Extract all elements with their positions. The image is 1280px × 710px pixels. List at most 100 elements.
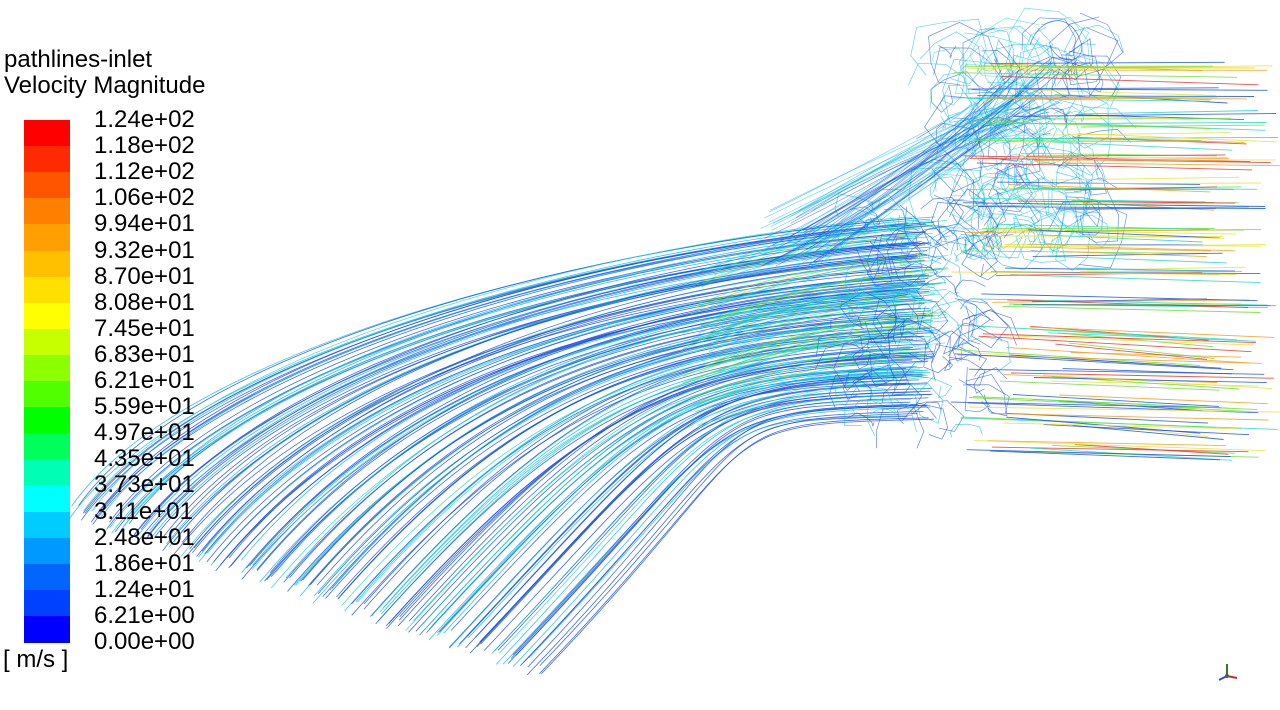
swirl-pathline: [1055, 151, 1094, 193]
swirl-pathline: [916, 307, 961, 352]
swirl-pathline: [961, 233, 998, 278]
colorbar-segment: [24, 615, 70, 643]
swirl-pathline: [1073, 214, 1110, 249]
outlet-pathline: [978, 335, 1252, 353]
outlet-pathline: [1033, 377, 1267, 384]
swirl-pathline: [869, 280, 916, 329]
swirl-pathline: [963, 252, 998, 281]
colorbar-tick-label: 8.08e+01: [94, 288, 195, 316]
swirl-pathline: [1063, 24, 1125, 67]
swirl-pathline: [930, 344, 988, 382]
outlet-pathline: [974, 118, 1231, 120]
outlet-pathline: [1055, 343, 1208, 360]
outlet-pathline: [956, 324, 1238, 341]
inlet-pathline: [527, 404, 908, 668]
inlet-pathline: [78, 218, 913, 506]
outlet-pathline: [991, 446, 1249, 453]
axis-triad-icon[interactable]: [1213, 660, 1241, 688]
colorbar-segment: [24, 537, 70, 565]
inlet-pathline: [285, 298, 916, 579]
swirl-pathline: [847, 412, 875, 427]
throat-pathline: [715, 342, 946, 394]
inlet-pathline: [437, 366, 917, 634]
inlet-pathline: [526, 413, 918, 676]
outlet-pathline: [950, 401, 1221, 409]
swirl-pathline: [900, 316, 949, 348]
swirl-pathline: [1047, 201, 1128, 269]
inlet-pathline: [185, 255, 918, 558]
swirl-pathline: [844, 256, 884, 294]
colorbar-tick-label: 5.59e+01: [94, 393, 195, 421]
outlet-pathline: [1074, 444, 1229, 455]
swirl-pathline: [908, 62, 966, 106]
outlet-pathline: [1064, 186, 1218, 191]
colorbar-tick-label: 0.00e+00: [94, 628, 195, 655]
colorbar-segment: [24, 433, 70, 460]
swirl-pathline: [988, 163, 1033, 213]
colorbar-segment: [24, 381, 70, 408]
inlet-pathline: [386, 352, 919, 629]
outlet-pathline: [1034, 157, 1230, 161]
swirl-pathline: [1065, 27, 1119, 86]
throat-pathline: [688, 300, 920, 352]
envelope-pathline: [796, 95, 1038, 258]
swirl-pathline: [930, 236, 989, 278]
outlet-pathline: [990, 412, 1269, 421]
outlet-pathline: [974, 140, 1207, 142]
colorbar-tick-label: 1.06e+02: [94, 184, 195, 212]
swirl-pathline: [887, 318, 941, 364]
inlet-pathline: [388, 357, 933, 624]
swirl-pathline: [887, 315, 906, 337]
swirl-pathline: [963, 234, 986, 259]
outlet-pathline: [1059, 250, 1207, 258]
swirl-pathline: [1030, 205, 1050, 225]
inlet-pathline: [450, 382, 908, 631]
throat-pathline: [715, 312, 947, 363]
outlet-pathline: [1004, 374, 1218, 383]
swirl-pathline: [945, 198, 965, 214]
outlet-pathline: [1010, 274, 1261, 284]
envelope-pathline: [765, 108, 1050, 266]
outlet-pathline: [976, 162, 1253, 171]
inlet-pathline: [397, 347, 914, 627]
outlet-pathline: [968, 397, 1251, 412]
outlet-pathline: [1081, 182, 1261, 185]
outlet-pathline: [1013, 113, 1277, 117]
outlet-pathline: [1027, 229, 1220, 239]
inlet-pathline: [381, 351, 934, 615]
swirl-pathline: [870, 408, 899, 416]
outlet-pathline: [963, 202, 1266, 207]
outlet-pathline: [974, 121, 1211, 130]
outlet-pathline: [1081, 124, 1265, 128]
envelope-pathline: [790, 105, 1041, 224]
swirl-pathline: [852, 400, 884, 413]
envelope-pathline: [761, 119, 1011, 267]
outlet-pathline: [1026, 154, 1226, 157]
inlet-pathline: [379, 353, 925, 613]
inlet-pathline: [100, 227, 912, 518]
colorbar-tick-label: 3.11e+01: [94, 497, 193, 525]
outlet-pathline: [1081, 137, 1245, 143]
outlet-pathline: [1073, 122, 1266, 131]
throat-pathline: [683, 238, 914, 289]
outlet-pathline: [1032, 252, 1223, 257]
swirl-pathline: [948, 356, 986, 386]
outlet-pathline: [1074, 115, 1201, 121]
inlet-pathline: [215, 282, 930, 572]
outlet-pathline: [990, 450, 1221, 461]
legend-variable: Velocity Magnitude: [4, 72, 206, 99]
inlet-pathline: [109, 235, 918, 529]
throat-pathline: [716, 268, 947, 320]
outlet-pathline: [1013, 88, 1268, 91]
inlet-pathline: [246, 281, 926, 569]
swirl-pathline: [929, 300, 977, 342]
swirl-pathline: [923, 330, 974, 374]
outlet-pathline: [962, 228, 1237, 235]
swirl-pathline: [918, 240, 968, 280]
outlet-pathline: [995, 223, 1210, 231]
throat-pathline: [706, 326, 937, 378]
throat-pathline: [682, 298, 914, 350]
swirl-pathline: [1013, 163, 1030, 187]
swirl-pathline: [930, 71, 980, 119]
